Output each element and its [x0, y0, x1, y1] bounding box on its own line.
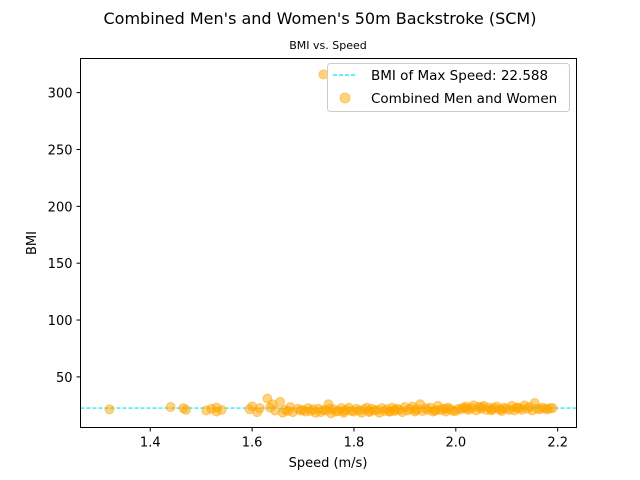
y-tick-label: 200 [48, 200, 73, 215]
scatter-point [216, 404, 227, 415]
scatter-point [389, 404, 400, 415]
x-axis-label: Speed (m/s) [289, 456, 368, 471]
x-tick-label: 1.6 [242, 436, 263, 451]
x-tick-label: 2.0 [445, 436, 466, 451]
scatter-point [318, 69, 329, 80]
axes-frame [80, 58, 577, 428]
scatter-point [496, 404, 507, 415]
legend-reference-line-label: BMI of Max Speed: 22.588 [371, 68, 548, 84]
y-axis: 50 100 150 200 250 300 [48, 87, 81, 386]
legend: BMI of Max Speed: 22.588 Combined Men an… [327, 63, 570, 112]
chart-title: Combined Men's and Women's 50m Backstrok… [104, 9, 537, 28]
scatter-point [460, 403, 471, 414]
y-tick-label: 250 [48, 143, 73, 158]
scatter-point [104, 404, 115, 415]
scatter-point [254, 403, 265, 414]
scatter-point [364, 406, 375, 417]
plot-area [80, 69, 577, 419]
y-tick-label: 300 [48, 87, 73, 102]
x-tick-label: 2.2 [547, 436, 568, 451]
scatter-point [430, 405, 441, 416]
scatter-point [410, 404, 421, 415]
y-tick-label: 100 [48, 314, 73, 329]
scatter-point [275, 396, 286, 407]
x-tick-label: 1.8 [344, 436, 365, 451]
scatter-point [476, 402, 487, 413]
y-tick-label: 50 [56, 371, 73, 386]
scatter-point [180, 404, 191, 415]
scatter-point [547, 403, 558, 414]
legend-box [327, 63, 570, 112]
legend-series-marker [339, 92, 351, 104]
x-axis: 1.4 1.6 1.8 2.0 2.2 [140, 427, 568, 451]
y-axis-label: BMI [25, 231, 40, 255]
scatter-point [440, 403, 451, 414]
scatter-point [338, 406, 349, 417]
legend-series-label: Combined Men and Women [371, 91, 557, 107]
scatter-point [511, 402, 522, 413]
scatter-point [486, 404, 497, 415]
y-tick-label: 150 [48, 257, 73, 272]
x-tick-label: 1.4 [140, 436, 161, 451]
scatter-point [165, 402, 176, 413]
chart-subtitle: BMI vs. Speed [289, 39, 367, 52]
